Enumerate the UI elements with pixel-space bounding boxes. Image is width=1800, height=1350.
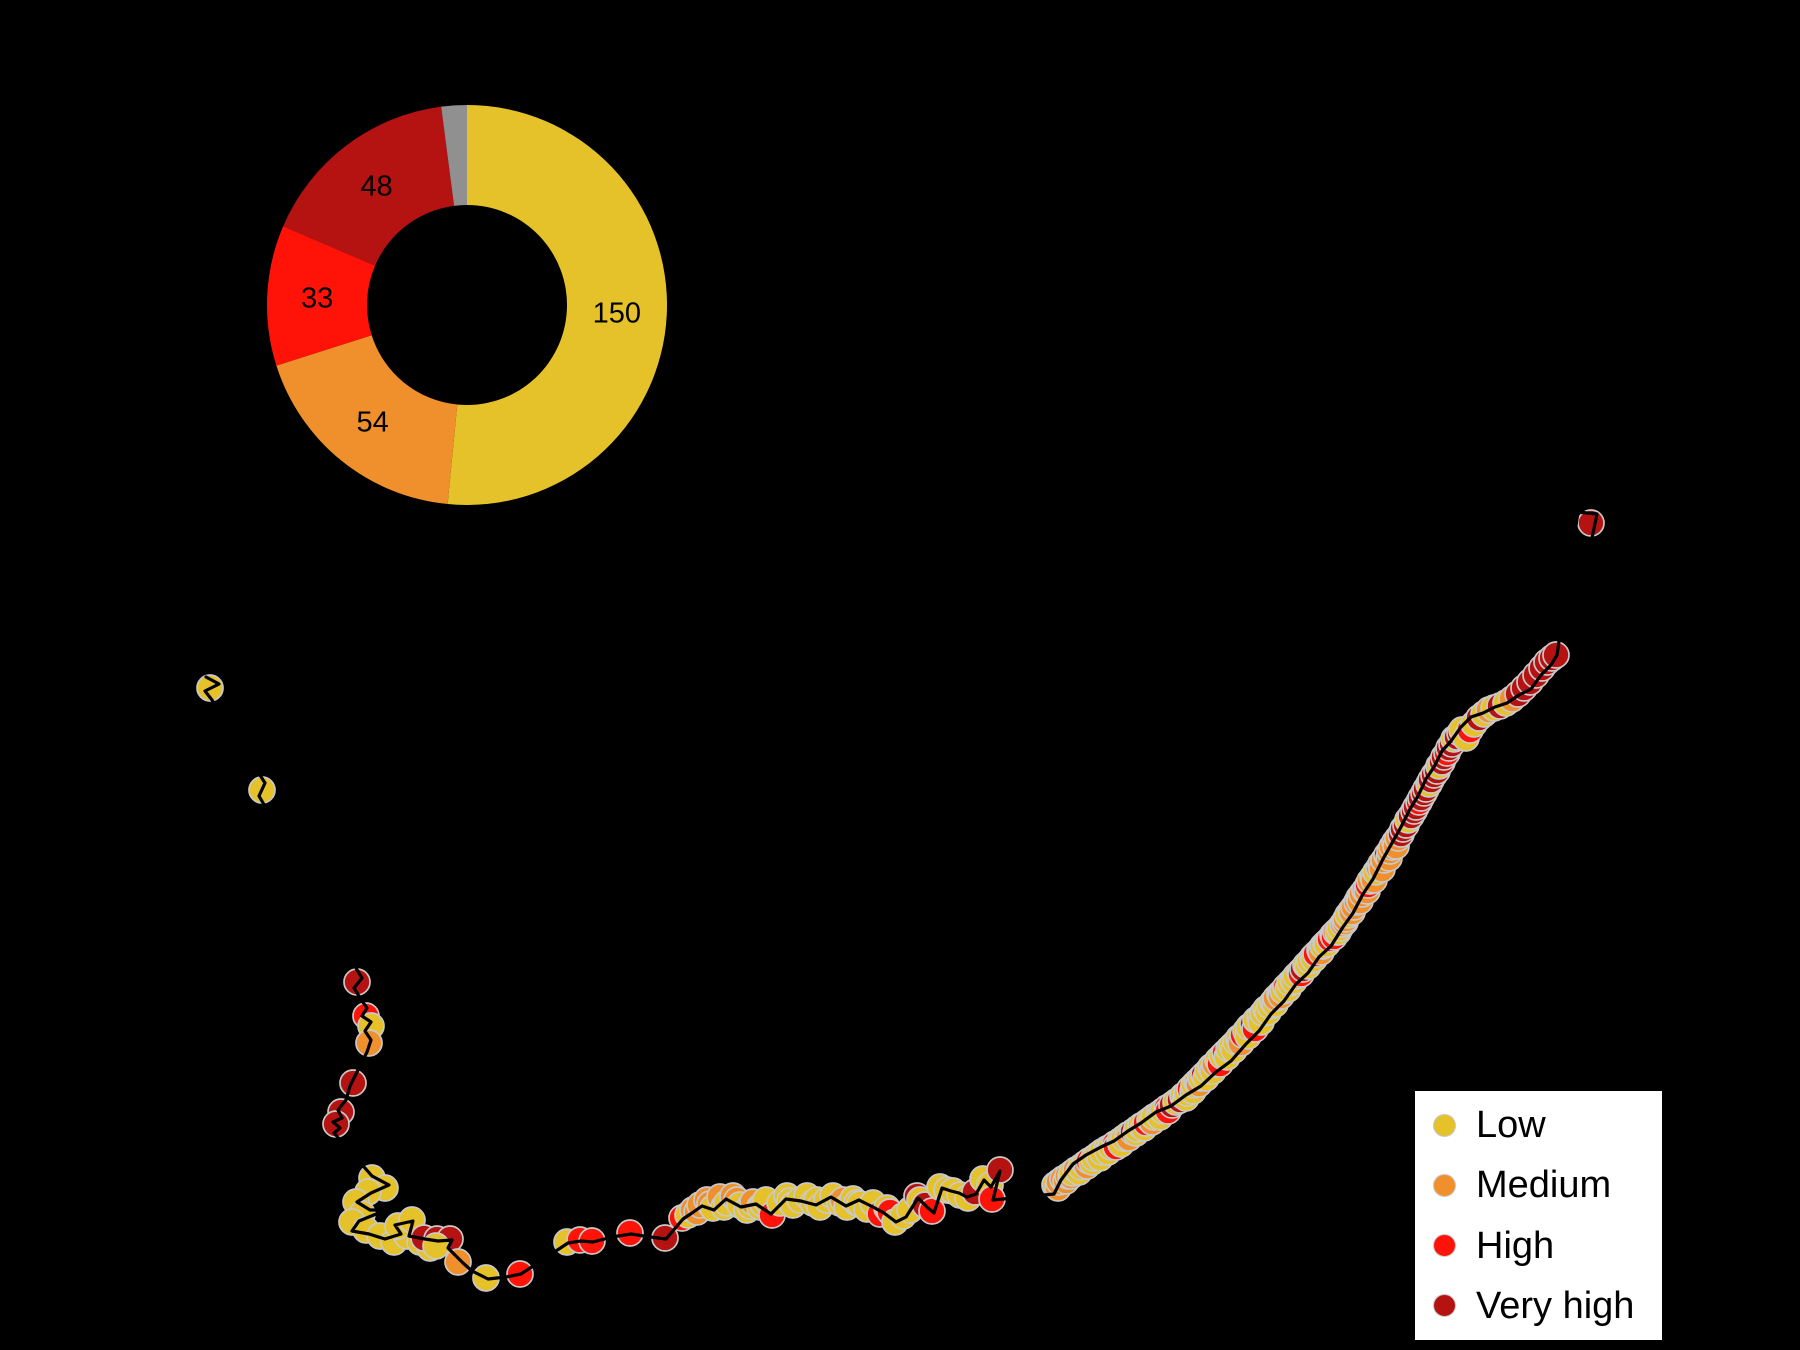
legend-swatch-low: [1433, 1113, 1456, 1137]
risk-legend: Low Medium High Very high: [1415, 1091, 1662, 1340]
legend-item-medium: Medium: [1415, 1156, 1662, 1214]
track-points: [196, 509, 1605, 1292]
legend-label-low: Low: [1476, 1104, 1546, 1147]
donut-value-label: 150: [593, 297, 641, 329]
track-point: [444, 1248, 472, 1276]
donut-slice-very-high: [283, 106, 455, 266]
legend-swatch-medium: [1433, 1173, 1456, 1197]
donut-slice-low: [447, 105, 668, 505]
donut-slice-high: [267, 226, 376, 366]
donut-value-label: 33: [301, 283, 333, 315]
track-line: [203, 510, 1599, 1281]
legend-label-medium: Medium: [1476, 1164, 1612, 1207]
legend-item-very-high: Very high: [1415, 1277, 1662, 1335]
track-point: [422, 1232, 450, 1260]
donut-value-label: 54: [357, 407, 389, 439]
legend-item-high: High: [1415, 1217, 1662, 1275]
legend-label-high: High: [1476, 1224, 1555, 1267]
legend-swatch-high: [1433, 1234, 1456, 1258]
donut-chart: 150 54 33 48: [267, 105, 668, 505]
legend-item-low: Low: [1415, 1096, 1662, 1154]
donut-slice-na: [441, 105, 467, 206]
donut-slice-medium: [276, 335, 458, 505]
legend-swatch-very-high: [1433, 1294, 1456, 1318]
legend-label-very-high: Very high: [1476, 1284, 1635, 1327]
donut-value-label: 48: [360, 170, 392, 202]
